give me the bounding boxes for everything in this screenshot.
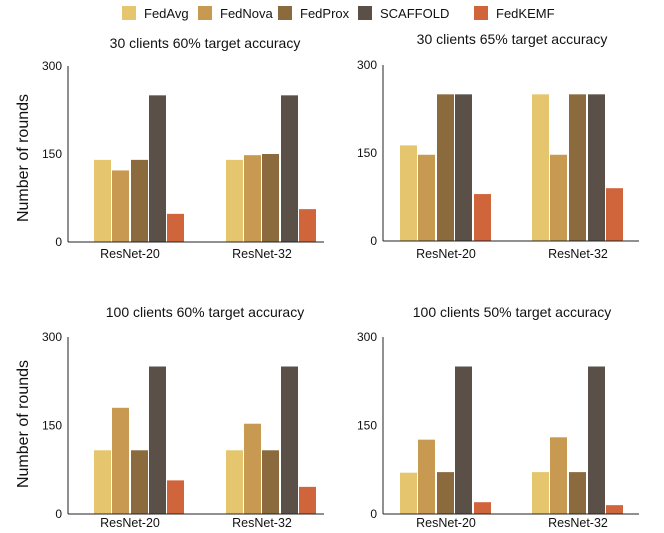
bar-scaffold-resnet-32 (281, 366, 298, 514)
bar-scaffold-resnet-20 (149, 366, 166, 514)
bar-fednova-resnet-20 (112, 170, 129, 242)
bar-fedavg-resnet-20 (400, 472, 417, 514)
bar-fedavg-resnet-32 (532, 94, 549, 241)
bar-scaffold-resnet-20 (149, 95, 166, 242)
x-category-label: ResNet-32 (548, 516, 608, 530)
legend-swatch (474, 6, 488, 20)
chart-panel-3: 100 clients 60% target accuracy 0 150 300 Re… (42, 304, 324, 530)
bar-fedprox-resnet-32 (569, 94, 586, 241)
legend-swatch (278, 6, 292, 20)
legend-swatch (198, 6, 212, 20)
legend-item-scaffold: SCAFFOLD (358, 6, 449, 21)
bar-fednova-resnet-20 (112, 407, 129, 514)
legend-item-fedprox: FedProx (278, 6, 350, 21)
x-category-label: ResNet-20 (100, 247, 160, 261)
bar-fedprox-resnet-32 (262, 450, 279, 514)
legend-swatch (358, 6, 372, 20)
y-tick-label: 300 (357, 330, 377, 344)
chart-title: 100 clients 60% target accuracy (106, 304, 304, 320)
bar-fedkemf-resnet-32 (299, 209, 316, 242)
bar-fednova-resnet-32 (550, 437, 567, 514)
y-tick-label: 0 (370, 234, 377, 248)
bar-fedavg-resnet-32 (532, 472, 549, 514)
x-category-label: ResNet-32 (232, 247, 292, 261)
legend-label: FedProx (300, 6, 350, 21)
y-tick-label: 0 (370, 507, 377, 521)
legend-label: FedNova (220, 6, 274, 21)
y-tick-label: 300 (42, 59, 62, 73)
legend-item-fedkemf: FedKEMF (474, 6, 555, 21)
bar-fedkemf-resnet-20 (474, 194, 491, 241)
legend-label: FedAvg (144, 6, 189, 21)
legend: FedAvg FedNova FedProx SCAFFOLD FedKEMF (122, 6, 555, 21)
bar-fedkemf-resnet-20 (167, 480, 184, 514)
bar-fedprox-resnet-32 (262, 154, 279, 242)
y-axis-label-bottom: Number of rounds (15, 360, 32, 488)
bar-scaffold-resnet-20 (455, 366, 472, 514)
bar-scaffold-resnet-32 (281, 95, 298, 242)
bar-fedprox-resnet-32 (569, 472, 586, 514)
x-category-label: ResNet-20 (416, 247, 476, 261)
bar-fedkemf-resnet-20 (474, 502, 491, 514)
y-tick-label: 0 (55, 507, 62, 521)
legend-swatch (122, 6, 136, 20)
bar-scaffold-resnet-20 (455, 94, 472, 241)
bar-fednova-resnet-32 (244, 155, 261, 242)
y-tick-label: 0 (55, 235, 62, 249)
legend-label: SCAFFOLD (380, 6, 449, 21)
y-axis-label-top: Number of rounds (15, 94, 32, 222)
chart-title: 30 clients 60% target accuracy (110, 35, 301, 51)
chart-panel-4: 100 clients 50% target accuracy 0 150 300 Re… (357, 304, 639, 530)
x-category-label: ResNet-20 (100, 516, 160, 530)
chart-title: 100 clients 50% target accuracy (413, 304, 611, 320)
bar-fednova-resnet-32 (550, 154, 567, 241)
y-tick-label: 300 (357, 58, 377, 72)
legend-label: FedKEMF (496, 6, 555, 21)
x-category-label: ResNet-32 (232, 516, 292, 530)
bar-fedkemf-resnet-32 (606, 505, 623, 514)
bar-fedprox-resnet-20 (131, 450, 148, 514)
bar-fedavg-resnet-32 (226, 450, 243, 514)
chart-panel-1: 30 clients 60% target accuracy 0 150 300 Res… (42, 35, 324, 261)
bar-fedavg-resnet-20 (94, 159, 111, 242)
bar-fednova-resnet-32 (244, 423, 261, 514)
chart-title: 30 clients 65% target accuracy (417, 31, 608, 47)
legend-item-fednova: FedNova (198, 6, 274, 21)
chart-panel-2: 30 clients 65% target accuracy 0 150 300 Res… (357, 31, 639, 261)
bar-fedavg-resnet-20 (94, 450, 111, 514)
bar-fednova-resnet-20 (418, 154, 435, 241)
chart-grid: 30 clients 60% target accuracy 0 150 300 Res… (42, 31, 639, 530)
bar-fedavg-resnet-20 (400, 145, 417, 241)
bar-fedkemf-resnet-32 (606, 188, 623, 241)
y-tick-label: 300 (42, 330, 62, 344)
y-tick-label: 150 (357, 419, 377, 433)
y-tick-label: 150 (42, 147, 62, 161)
bar-fedkemf-resnet-20 (167, 213, 184, 242)
x-category-label: ResNet-32 (548, 247, 608, 261)
bar-fedkemf-resnet-32 (299, 486, 316, 514)
bar-fedavg-resnet-32 (226, 159, 243, 242)
y-tick-label: 150 (42, 419, 62, 433)
bar-scaffold-resnet-32 (588, 94, 605, 241)
y-tick-label: 150 (357, 146, 377, 160)
legend-item-fedavg: FedAvg (122, 6, 189, 21)
bar-fedprox-resnet-20 (437, 472, 454, 514)
bar-fedprox-resnet-20 (131, 159, 148, 242)
bar-fedprox-resnet-20 (437, 94, 454, 241)
bar-scaffold-resnet-32 (588, 366, 605, 514)
bar-fednova-resnet-20 (418, 439, 435, 514)
x-category-label: ResNet-20 (416, 516, 476, 530)
